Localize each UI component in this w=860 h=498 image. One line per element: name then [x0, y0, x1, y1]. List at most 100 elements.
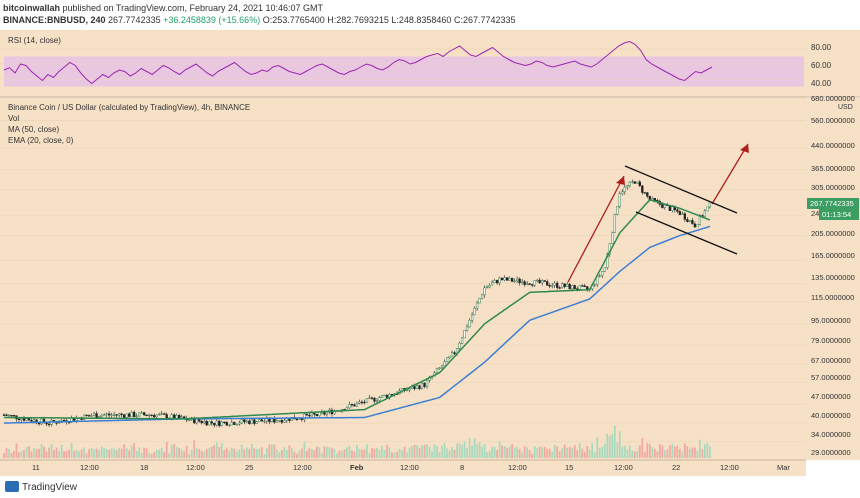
- candle-body: [310, 412, 314, 417]
- volume-bar: [233, 448, 236, 458]
- volume-bar: [591, 443, 594, 458]
- candle-body: [305, 413, 309, 416]
- volume-bar: [223, 449, 226, 458]
- volume-bar: [698, 439, 701, 458]
- candle-body: [160, 413, 163, 415]
- volume-bar: [285, 450, 288, 458]
- volume-bar: [451, 447, 453, 458]
- candle-body: [298, 418, 301, 420]
- volume-bar: [438, 452, 441, 458]
- volume-bar: [413, 444, 416, 458]
- volume-bar: [366, 444, 368, 458]
- candle-body: [603, 267, 606, 272]
- volume-bar: [601, 446, 604, 458]
- volume-bar: [373, 448, 376, 458]
- volume-bar: [656, 451, 659, 458]
- volume-bar: [616, 442, 619, 458]
- channel-lower-line[interactable]: [635, 211, 738, 255]
- candle-body: [548, 285, 551, 287]
- volume-bar: [376, 448, 378, 458]
- ohlc-low: L:248.8358460: [391, 15, 452, 25]
- volume-bar: [476, 444, 478, 458]
- volume-bar: [396, 451, 398, 458]
- candle-body: [355, 402, 359, 407]
- candle-body: [155, 414, 158, 418]
- volume-bar: [168, 452, 171, 458]
- candle-body: [553, 282, 556, 286]
- volume-bar: [10, 453, 13, 458]
- volume-bar: [436, 445, 438, 458]
- volume-bar: [63, 451, 65, 458]
- price-tick: 165.0000000: [811, 251, 855, 260]
- candle-body: [368, 397, 371, 399]
- impulse-arrow-line[interactable]: [567, 175, 625, 283]
- candle-body: [30, 420, 33, 422]
- candle-body: [518, 278, 521, 284]
- chart-area[interactable]: RSI (14, close) 80.00 60.00 40.00 Binanc…: [0, 30, 860, 476]
- price-change: +36.2458839 (+15.66%): [163, 15, 261, 25]
- candle-body: [120, 413, 123, 416]
- volume-bar: [208, 447, 211, 458]
- price-tick: 40.0000000: [811, 411, 851, 420]
- volume-bar: [603, 443, 606, 458]
- volume-bar: [205, 448, 208, 458]
- price-tick: 95.0000000: [811, 316, 851, 325]
- volume-bar: [466, 448, 468, 458]
- candle-body: [158, 413, 161, 416]
- candle-body: [22, 418, 26, 421]
- candle-body: [483, 287, 486, 296]
- volume-bar: [593, 452, 596, 458]
- volume-bar: [491, 446, 493, 458]
- candle-body: [646, 192, 649, 197]
- volume-bar: [481, 446, 483, 458]
- time-tick: 8: [460, 463, 464, 472]
- volume-bar: [598, 448, 601, 458]
- candle-body: [248, 420, 251, 424]
- volume-bar: [546, 448, 549, 458]
- candle-body: [440, 365, 444, 369]
- rsi-line: [3, 40, 713, 85]
- volume-bar: [611, 434, 614, 458]
- volume-bar: [278, 452, 281, 458]
- last-price-tag-text: 267.7742335: [810, 199, 854, 208]
- volume-bar: [145, 448, 148, 458]
- volume-bar: [596, 437, 599, 458]
- volume-bar: [406, 452, 408, 458]
- volume-bar: [648, 443, 651, 458]
- rsi-tick-80: 80.00: [811, 43, 832, 52]
- volume-bar: [18, 452, 20, 458]
- volume-bar: [646, 442, 649, 458]
- candle-body: [148, 414, 151, 417]
- candle-body: [661, 204, 664, 208]
- price-tick: 680.0000000: [811, 94, 855, 103]
- candle-body: [498, 277, 501, 284]
- candle-body: [87, 415, 91, 417]
- volume-bar: [300, 448, 303, 458]
- candle-body: [528, 283, 531, 285]
- volume-bar: [55, 447, 58, 458]
- candle-body: [47, 423, 51, 426]
- candle-body: [10, 414, 13, 417]
- main-title: Binance Coin / US Dollar (calculated by …: [8, 103, 250, 112]
- published-text: published on TradingView.com, February 2…: [62, 3, 324, 13]
- volume-bar: [441, 445, 443, 458]
- candle-body: [706, 206, 709, 212]
- candle-body: [573, 285, 576, 290]
- candle-body: [228, 424, 231, 427]
- time-tick: Feb: [350, 463, 364, 472]
- volume-bar: [225, 447, 228, 458]
- volume-bar: [80, 449, 83, 458]
- tradingview-logo[interactable]: TradingView: [5, 481, 77, 493]
- ohlc-high: H:282.7693215: [327, 15, 389, 25]
- volume-bar: [418, 447, 421, 458]
- volume-bar: [3, 453, 5, 458]
- volume-bar: [578, 443, 581, 458]
- candle-body: [638, 181, 641, 186]
- channel-upper-line[interactable]: [624, 165, 738, 214]
- volume-bar: [628, 445, 631, 458]
- volume-bar: [248, 448, 251, 458]
- target-arrow-line[interactable]: [711, 143, 749, 205]
- volume-bar: [295, 453, 298, 458]
- volume-bar: [606, 433, 609, 458]
- candle-body: [258, 419, 261, 422]
